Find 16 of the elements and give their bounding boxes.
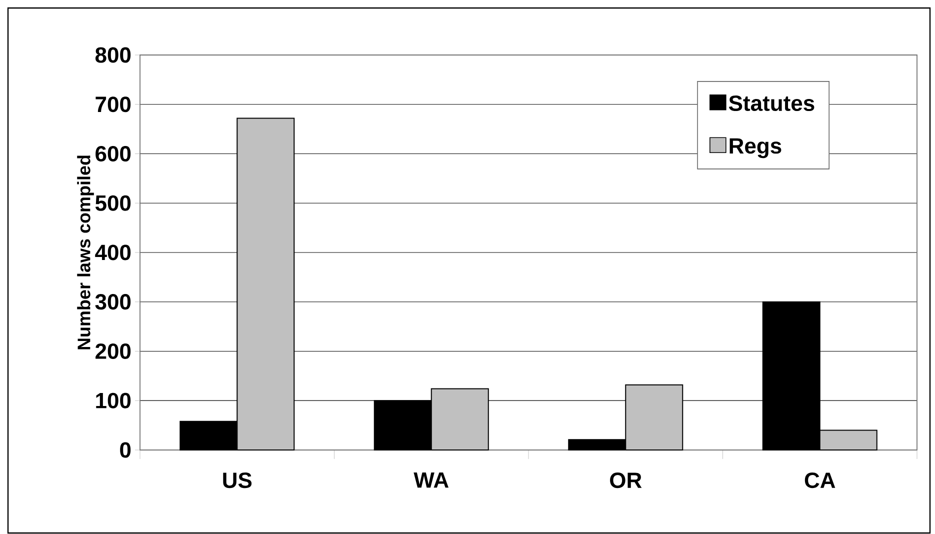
y-axis-title: Number laws compiled	[77, 156, 94, 350]
y-tick-label: 100	[96, 392, 131, 408]
x-tick-label: OR	[610, 472, 642, 488]
x-tick-label: CA	[804, 472, 836, 488]
y-tick-label: 300	[95, 294, 131, 310]
y-tick-label: 0	[120, 442, 131, 458]
y-tick-label: 800	[95, 47, 131, 63]
legend-label: Regs	[730, 138, 782, 158]
x-tick-label: US	[223, 472, 252, 488]
y-tick-label: 400	[95, 244, 131, 260]
y-tick-label: 600	[96, 146, 131, 162]
legend-label: Statutes	[728, 95, 814, 112]
x-tick-label: WA	[414, 472, 449, 488]
y-tick-label: 700	[96, 96, 131, 112]
y-tick-label: 500	[95, 195, 131, 211]
y-tick-label: 200	[96, 343, 131, 360]
